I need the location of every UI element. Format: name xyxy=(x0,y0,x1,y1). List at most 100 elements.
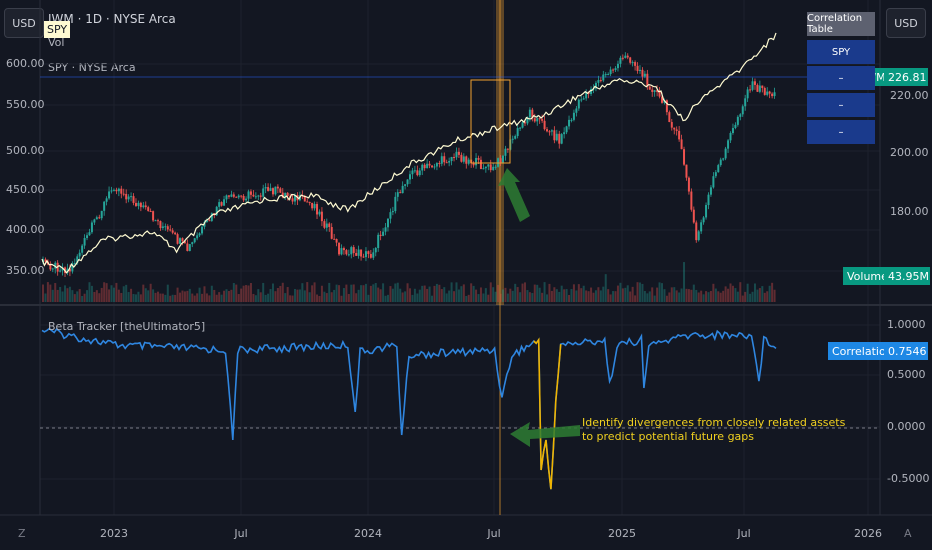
volume-bar xyxy=(685,288,688,302)
volume-bar xyxy=(223,290,226,302)
candle-body xyxy=(271,188,274,195)
volume-bar xyxy=(98,293,101,302)
volume-bar xyxy=(149,283,152,302)
candle-body xyxy=(103,201,106,211)
candle-body xyxy=(472,163,475,166)
candle-body xyxy=(602,74,605,81)
candle-body xyxy=(389,212,392,219)
candle-body xyxy=(756,84,759,92)
volume-bar xyxy=(426,288,429,302)
candle-body xyxy=(306,201,309,203)
auto-scale-icon[interactable]: A xyxy=(904,527,912,540)
candle-body xyxy=(753,81,756,85)
volume-bar xyxy=(108,289,111,302)
volume-bar xyxy=(753,283,756,302)
candle-body xyxy=(758,85,761,92)
volume-bar xyxy=(462,284,465,302)
time-tick: 2024 xyxy=(354,527,382,540)
volume-legend[interactable]: Vol xyxy=(48,36,65,49)
volume-bar xyxy=(247,285,250,302)
candle-body xyxy=(426,163,429,169)
volume-bar xyxy=(585,290,588,302)
candle-body xyxy=(445,162,448,164)
candle-body xyxy=(768,91,771,94)
candle-body xyxy=(386,218,389,228)
candle-body xyxy=(572,112,575,120)
candle-body xyxy=(362,256,365,258)
currency-button-left[interactable]: USD xyxy=(4,8,44,38)
spy-badge[interactable]: SPY xyxy=(44,21,71,38)
volume-bar xyxy=(494,291,497,302)
candle-body xyxy=(181,238,184,242)
volume-bar xyxy=(193,295,196,302)
grid xyxy=(40,0,880,515)
volume-bar xyxy=(68,286,71,302)
candle-body xyxy=(235,196,238,198)
candle-body xyxy=(450,156,453,162)
candle-body xyxy=(609,69,612,75)
volume-bar xyxy=(269,289,272,302)
currency-button-right[interactable]: USD xyxy=(886,8,926,38)
volume-bar xyxy=(741,295,744,302)
divergence-box xyxy=(470,79,511,164)
candle-body xyxy=(335,239,338,243)
volume-bar xyxy=(399,288,402,302)
volume-bar xyxy=(621,288,624,302)
candle-body xyxy=(401,185,404,194)
candle-body xyxy=(311,202,314,209)
chart-title[interactable]: IWM · 1D · NYSE Arca xyxy=(48,12,176,26)
volume-bar xyxy=(431,295,434,302)
candle-body xyxy=(433,166,436,168)
volume-bar xyxy=(440,289,443,302)
candle-body xyxy=(717,165,720,173)
timezone-icon[interactable]: Z xyxy=(18,527,26,540)
volume-bar xyxy=(259,292,262,302)
volume-bar xyxy=(433,285,436,302)
candle-body xyxy=(105,198,108,202)
right-price-tick: 220.00 xyxy=(890,89,929,102)
volume-bar xyxy=(93,292,96,302)
candle-body xyxy=(528,109,531,118)
volume-bar xyxy=(690,289,693,302)
candle-body xyxy=(316,204,319,215)
candle-body xyxy=(281,192,284,198)
volume-bar xyxy=(719,292,722,302)
candle-body xyxy=(264,187,267,189)
indicator-title[interactable]: Beta Tracker [theUltimator5] xyxy=(48,320,206,333)
volume-bar xyxy=(722,290,725,302)
candle-body xyxy=(705,205,708,218)
volume-bar xyxy=(523,282,526,302)
candle-body xyxy=(98,217,101,219)
volume-bar xyxy=(127,292,130,302)
candle-body xyxy=(230,194,233,197)
volume-bar xyxy=(357,289,360,302)
volume-bar xyxy=(656,287,659,302)
candle-body xyxy=(568,119,571,127)
candle-body xyxy=(511,138,514,140)
volume-bar xyxy=(612,291,615,302)
candle-body xyxy=(538,118,541,120)
candle-body xyxy=(68,268,71,272)
volume-bar xyxy=(673,287,676,302)
candle-body xyxy=(421,164,424,171)
volume-bar xyxy=(347,293,350,302)
volume-bar xyxy=(301,283,304,302)
volume-bar xyxy=(580,288,583,302)
candle-body xyxy=(90,222,93,233)
volume-bar xyxy=(130,288,133,302)
volume-bar xyxy=(112,287,115,302)
volume-bar xyxy=(475,289,478,302)
volume-bar xyxy=(306,282,309,302)
volume-bar xyxy=(651,287,654,302)
volume-bar xyxy=(714,288,717,302)
candle-body xyxy=(751,81,754,90)
volume-bar xyxy=(467,294,470,302)
candle-body xyxy=(399,192,402,194)
volume-bar xyxy=(489,282,492,302)
volume-tag-label: Volume xyxy=(843,267,888,285)
volume-bar xyxy=(267,293,270,302)
volume-bar xyxy=(42,284,44,302)
candle-body xyxy=(130,196,133,198)
volume-bar xyxy=(435,283,438,302)
